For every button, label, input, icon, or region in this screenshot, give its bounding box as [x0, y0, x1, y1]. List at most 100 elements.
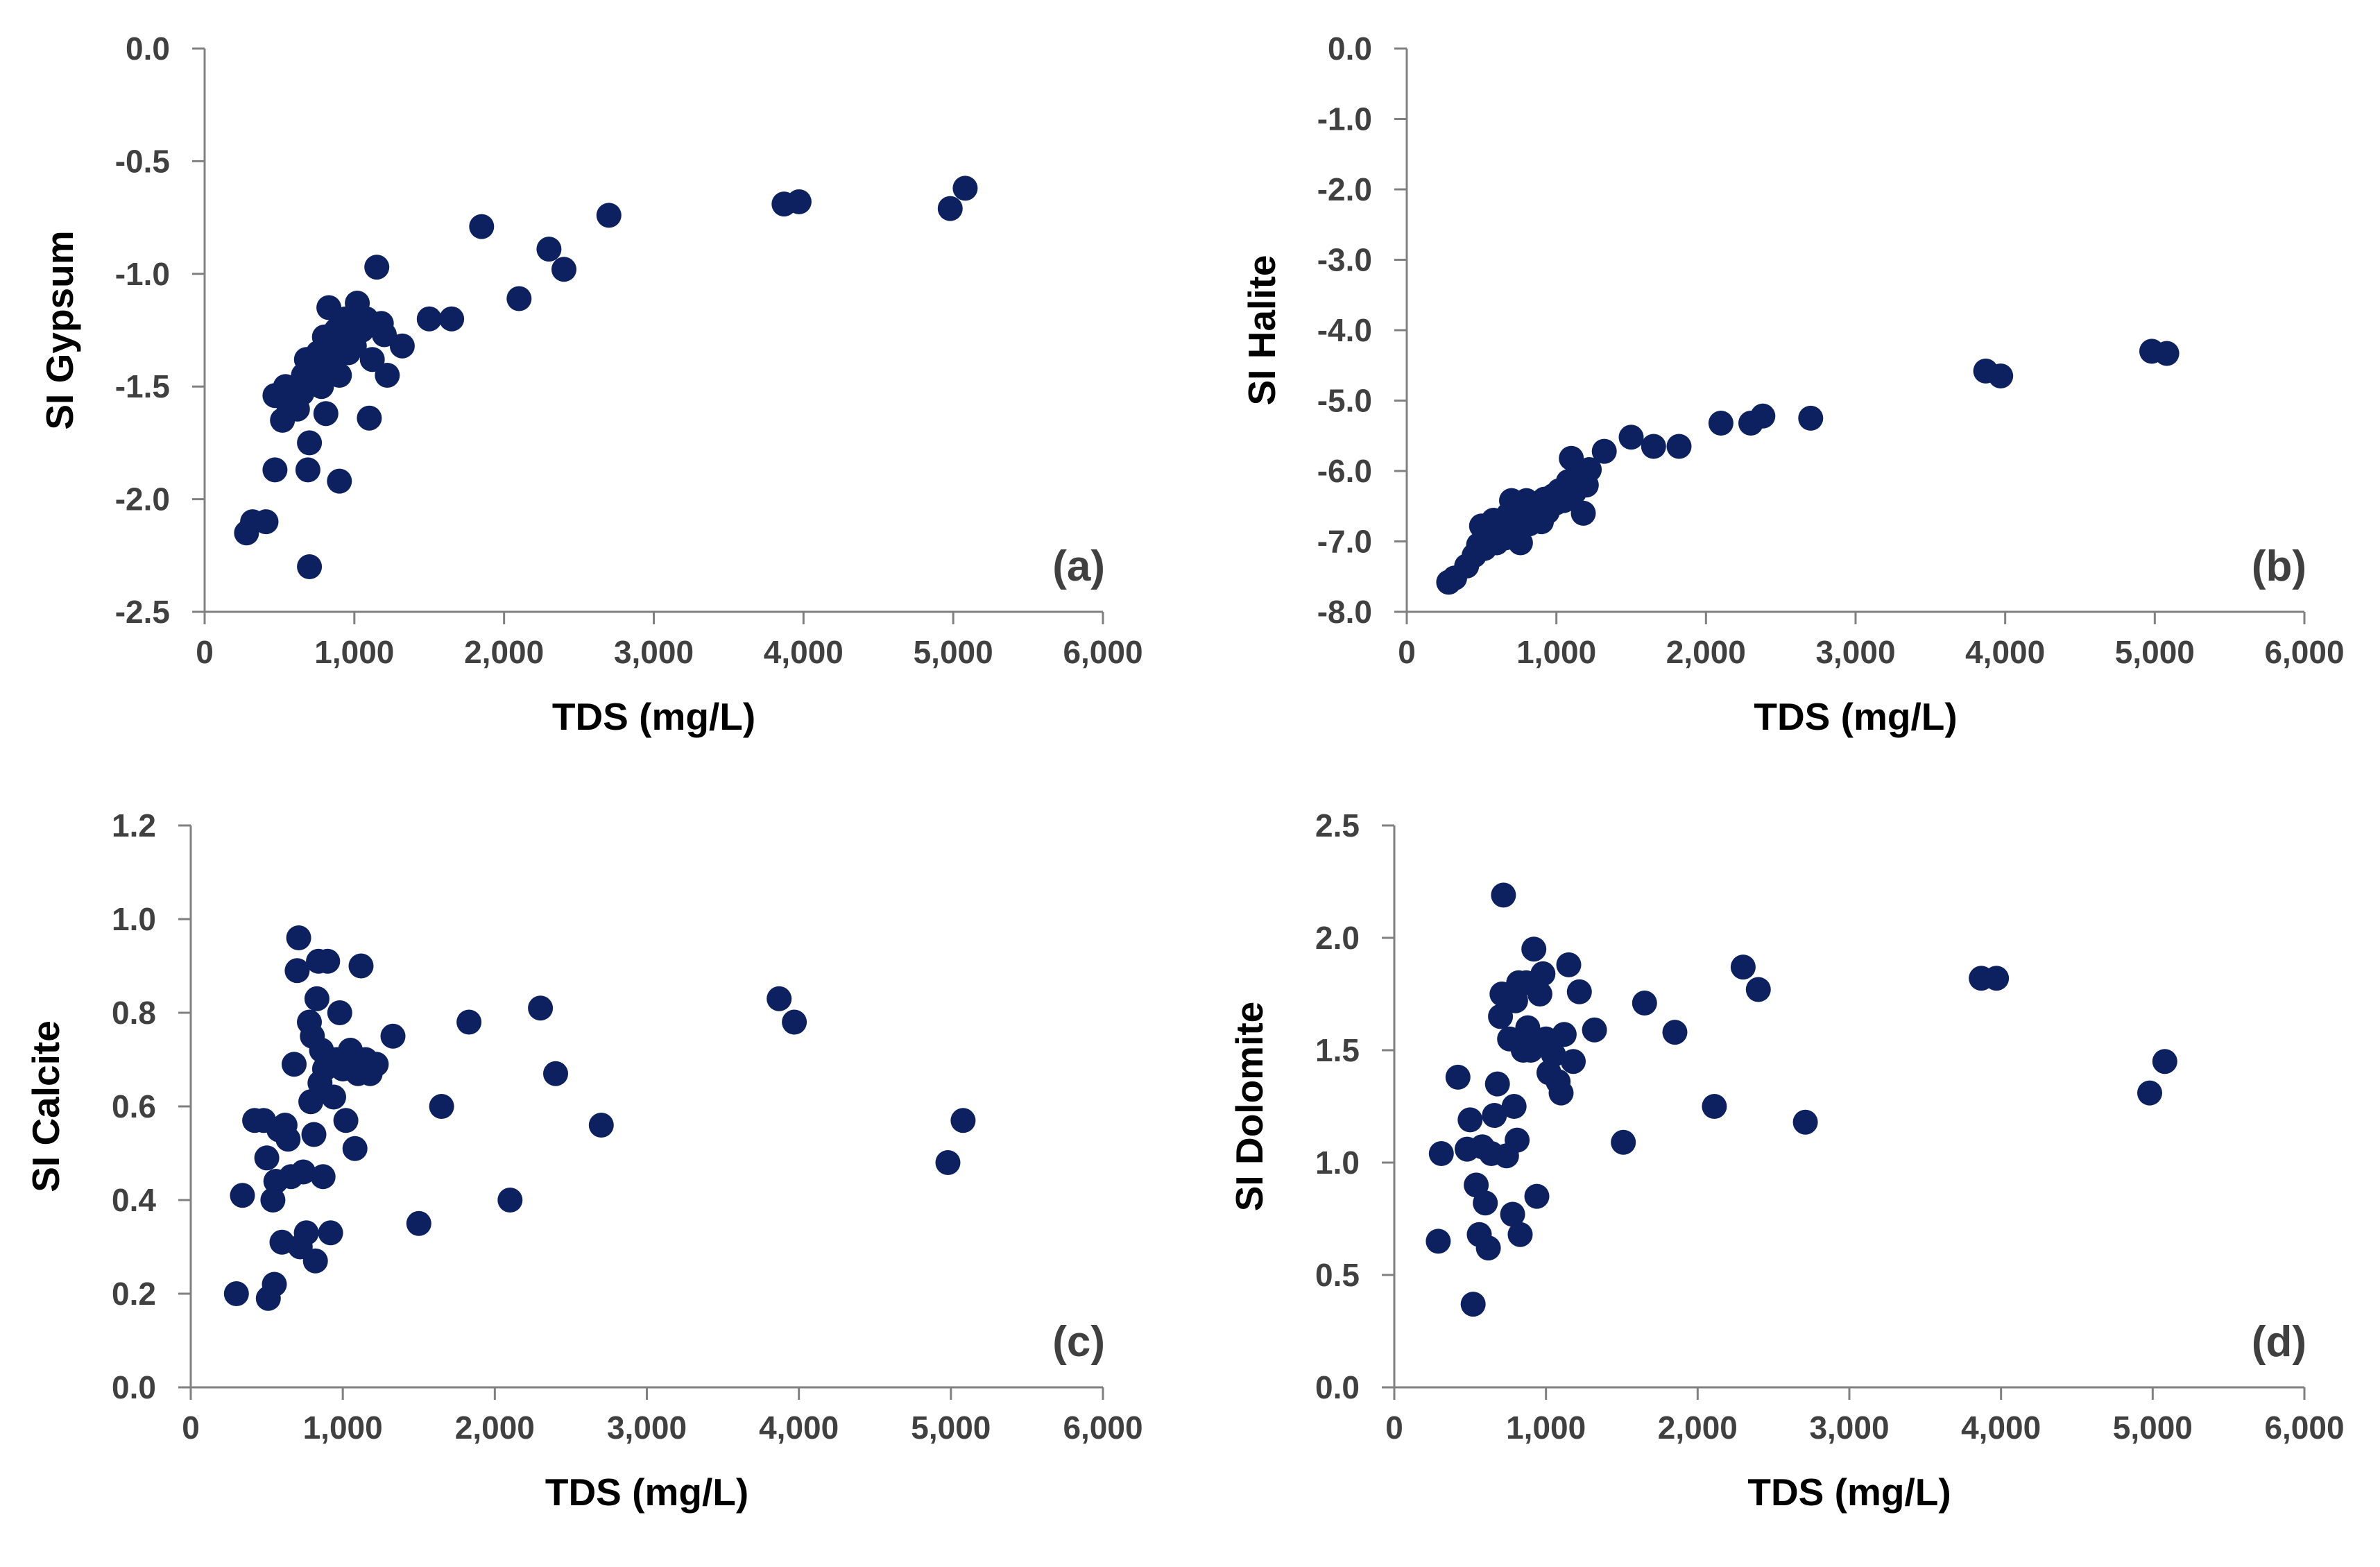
- axes: [178, 824, 1104, 1400]
- data-point: [223, 1281, 249, 1306]
- data-point: [782, 1009, 807, 1035]
- x-tick-label: 1,000: [1516, 634, 1596, 670]
- data-point: [1488, 1004, 1514, 1029]
- x-tick-label: 4,000: [1965, 634, 2045, 670]
- y-axis-title: SI Dolomite: [1228, 1002, 1271, 1212]
- x-axis-title: TDS (mg/L): [1747, 1471, 1951, 1514]
- data-point: [935, 1150, 961, 1175]
- y-tick-label: 0.4: [112, 1182, 156, 1218]
- data-point: [456, 1009, 482, 1035]
- y-tick-label: -2.0: [115, 481, 170, 517]
- y-tick-label: 1.5: [1315, 1032, 1360, 1068]
- x-tick-label: 2,000: [464, 634, 544, 670]
- data-point: [1527, 982, 1552, 1007]
- data-point: [1505, 1127, 1530, 1153]
- data-point: [952, 175, 978, 201]
- data-point: [551, 257, 576, 282]
- x-tick-label: 1,000: [303, 1410, 383, 1446]
- data-point: [1988, 363, 2014, 388]
- data-point: [786, 189, 812, 214]
- data-point: [1582, 1017, 1607, 1043]
- x-axis-title: TDS (mg/L): [545, 1471, 748, 1514]
- data-point: [1551, 1022, 1577, 1047]
- data-point: [302, 1248, 328, 1274]
- y-tick-label: 0.0: [1315, 1369, 1360, 1405]
- chart-panel-d: 0 1,000 2,000 3,000 4,000 5,000 6,000 0.0 0.5 1.0…: [1228, 807, 2345, 1514]
- x-tick-label: 6,000: [1063, 634, 1142, 670]
- y-tick-label: -1.0: [1317, 101, 1372, 137]
- x-tick-label: 5,000: [911, 1410, 991, 1446]
- y-tick-label: -6.0: [1317, 453, 1372, 489]
- y-tick-label: 2.5: [1315, 807, 1360, 844]
- data-point: [2137, 1080, 2162, 1106]
- data-point: [363, 1052, 389, 1077]
- tick-labels: 0 1,000 2,000 3,000 4,000 5,000 6,000 0.0 0.5 1.0…: [1315, 807, 2345, 1446]
- x-tick-label: 5,000: [2115, 634, 2195, 670]
- data-point: [497, 1188, 523, 1213]
- x-tick-label: 0: [196, 634, 214, 670]
- y-tick-label: -4.0: [1317, 312, 1372, 348]
- y-tick-label: 1.2: [112, 807, 156, 844]
- data-point: [293, 1220, 319, 1246]
- data-point: [1611, 1129, 1636, 1155]
- y-tick-label: 0.8: [112, 995, 156, 1031]
- data-point: [1426, 1228, 1451, 1254]
- x-tick-label: 0: [1398, 634, 1416, 670]
- x-tick-label: 3,000: [614, 634, 694, 670]
- chart-panel-c: 0 1,000 2,000 3,000 4,000 5,000 6,000 0.0 0.2 0.4…: [24, 807, 1143, 1514]
- data-point: [298, 1089, 324, 1115]
- data-point: [260, 1188, 286, 1213]
- panel-label: (a): [1052, 542, 1105, 590]
- data-point: [1473, 1190, 1498, 1216]
- data-point: [469, 214, 495, 239]
- data-point: [2152, 1049, 2177, 1074]
- data-point: [1591, 438, 1617, 464]
- data-point: [1500, 1201, 1525, 1227]
- tick-labels: 0 1,000 2,000 3,000 4,000 5,000 6,000 0.0 0.2 0.4…: [112, 807, 1143, 1446]
- data-point: [364, 255, 390, 280]
- axes: [1394, 47, 2306, 624]
- x-tick-label: 0: [1385, 1410, 1403, 1446]
- data-point: [1566, 979, 1592, 1004]
- data-point: [327, 363, 352, 388]
- data-point: [1482, 1103, 1507, 1128]
- data-point: [506, 286, 532, 311]
- data-point: [1792, 1109, 1818, 1135]
- x-tick-label: 4,000: [759, 1410, 839, 1446]
- panel-label: (d): [2252, 1318, 2306, 1366]
- x-tick-label: 3,000: [1809, 1410, 1889, 1446]
- data-point: [596, 203, 622, 228]
- data-point: [1702, 1094, 1727, 1119]
- x-axis-title: TDS (mg/L): [552, 695, 755, 738]
- data-point: [1428, 1141, 1454, 1166]
- data-point: [1507, 1222, 1533, 1247]
- data-point: [1632, 991, 1657, 1016]
- data-point: [321, 1084, 346, 1110]
- data-point: [543, 1061, 568, 1086]
- data-point: [1618, 425, 1644, 450]
- y-tick-label: -3.0: [1317, 242, 1372, 278]
- data-point: [313, 401, 339, 427]
- data-point: [230, 1183, 255, 1208]
- data-point: [301, 1122, 327, 1147]
- x-tick-label: 0: [182, 1410, 200, 1446]
- data-point: [1501, 1094, 1527, 1119]
- data-point: [1507, 530, 1533, 556]
- data-point: [327, 1000, 352, 1025]
- y-tick-label: -2.0: [1317, 171, 1372, 207]
- data-point: [2154, 341, 2180, 366]
- y-tick-label: -0.5: [115, 143, 170, 179]
- axes: [192, 47, 1104, 624]
- x-tick-label: 4,000: [1961, 1410, 2041, 1446]
- data-point: [315, 948, 341, 974]
- data-point: [528, 995, 554, 1021]
- data-point: [1475, 1235, 1501, 1261]
- y-tick-label: 2.0: [1315, 920, 1360, 956]
- x-tick-label: 2,000: [1666, 634, 1746, 670]
- data-point: [1521, 936, 1547, 962]
- data-point: [1730, 954, 1756, 980]
- data-point: [380, 1023, 406, 1049]
- y-tick-label: -1.0: [115, 256, 170, 292]
- data-point: [950, 1108, 976, 1133]
- x-tick-label: 5,000: [2113, 1410, 2193, 1446]
